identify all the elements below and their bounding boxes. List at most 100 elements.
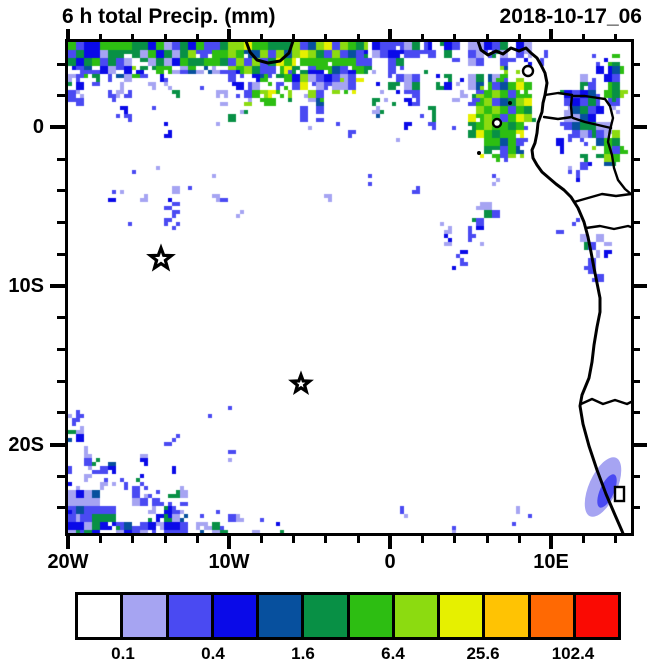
map-plot-frame [65,39,634,536]
tick-mark [614,34,617,42]
country-border [542,115,574,121]
tick-mark [631,253,640,256]
tick-mark [631,221,640,224]
y-axis-label: 20S [8,434,44,456]
tick-mark [292,533,295,543]
y-axis-label: 10S [8,275,44,297]
tick-mark [421,34,424,42]
country-border [543,91,574,97]
coastline [244,42,295,65]
colorbar-swatch [301,595,347,637]
tick-mark [549,533,553,549]
tick-mark [57,506,66,509]
tick-mark [486,533,489,543]
tick-mark [421,533,424,543]
tick-mark [388,533,392,549]
colorbar-swatch [78,595,121,637]
tick-mark [196,34,199,42]
tick-mark [260,34,263,42]
tick-mark [57,94,66,97]
island-outline [477,151,481,155]
country-border [572,192,631,204]
tick-mark [631,189,640,192]
tick-mark [66,29,70,42]
colorbar-swatch [482,595,528,637]
coast-box-marker [613,485,626,503]
x-axis-label: 10W [208,551,250,573]
tick-mark [57,158,66,161]
tick-mark [453,533,456,543]
station-star-marker [146,243,176,272]
tick-mark [631,284,647,288]
tick-mark [631,506,640,509]
tick-mark [227,533,231,549]
tick-mark [57,189,66,192]
tick-mark [324,533,327,543]
tick-mark [292,34,295,42]
colorbar-swatch [256,595,302,637]
tick-mark [582,533,585,543]
tick-mark [631,94,640,97]
x-axis-label: 0 [384,551,396,573]
tick-mark [357,533,360,543]
colorbar-label: 0.4 [201,644,225,663]
tick-mark [131,34,134,42]
colorbar-swatch [120,595,166,637]
tick-mark [57,380,66,383]
map-overlay [146,42,631,533]
tick-mark [57,63,66,66]
coastline [476,42,625,533]
x-axis-label: 10E [533,551,569,573]
tick-mark [631,475,640,478]
figure-timestamp: 2018-10-17_06 [499,5,642,28]
y-axis-label: 0 [32,116,44,138]
tick-mark [66,533,70,549]
colorbar-swatch [572,595,618,637]
tick-mark [631,411,640,414]
tick-mark [631,380,640,383]
tick-mark [518,34,521,42]
colorbar-swatch [165,595,211,637]
tick-mark [57,475,66,478]
colorbar-label: 6.4 [381,644,405,663]
tick-mark [631,316,640,319]
colorbar-swatch [346,595,392,637]
colorbar-swatch [210,595,256,637]
island-outline [491,117,503,129]
offshore-precip-blob [597,474,617,508]
tick-mark [549,29,553,42]
tick-mark [260,533,263,543]
tick-mark [631,63,640,66]
station-star-marker [288,370,314,395]
colorbar-label: 25.6 [466,644,500,663]
tick-mark [131,533,134,543]
figure-title: 6 h total Precip. (mm) [62,5,276,28]
tick-mark [631,348,640,351]
tick-mark [164,533,167,543]
colorbar-label: 0.1 [111,644,135,663]
tick-mark [227,29,231,42]
tick-mark [582,34,585,42]
tick-mark [57,348,66,351]
country-border [571,116,613,130]
colorbar [75,592,621,640]
island-outline [508,101,512,105]
tick-mark [357,34,360,42]
tick-mark [486,34,489,42]
colorbar-label: 102.4 [551,644,595,663]
tick-mark [99,533,102,543]
tick-mark [324,34,327,42]
tick-mark [50,443,66,447]
tick-mark [57,253,66,256]
country-border [584,224,631,231]
colorbar-swatch [527,595,573,637]
tick-mark [631,158,640,161]
tick-mark [518,533,521,543]
tick-mark [57,221,66,224]
tick-mark [631,125,647,129]
tick-mark [50,125,66,129]
tick-mark [164,34,167,42]
country-border [570,94,631,196]
tick-mark [453,34,456,42]
